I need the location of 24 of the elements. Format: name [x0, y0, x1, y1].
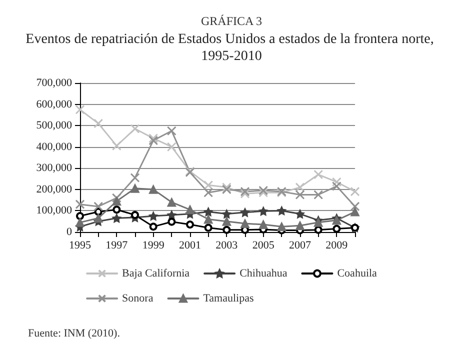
legend-label: Baja California	[122, 268, 190, 280]
y-tick-label: 200,000	[36, 183, 72, 196]
chart-title: GRÁFICA 3	[200, 14, 262, 28]
chart-subtitle: Eventos de repatriación de Estados Unidos a estados de la frontera norte, 1995-2010	[26, 32, 438, 64]
legend-label: Chihuahua	[240, 268, 288, 280]
x-tick-label: 2009	[326, 240, 348, 252]
x-tick-label: 2003	[216, 240, 238, 252]
x-tick-label: 1995	[69, 240, 92, 252]
legend-label: Tamaulipas	[203, 292, 254, 304]
x-tick-label: 1997	[106, 240, 128, 252]
y-tick-label: 0	[66, 226, 72, 238]
x-tick-label: 2007	[289, 240, 312, 252]
legend-label: Coahuila	[337, 268, 378, 280]
source-note: Fuente: INM (2010).	[28, 328, 120, 340]
x-tick-label: 2005	[252, 240, 275, 252]
y-tick-label: 600,000	[36, 98, 72, 110]
legend-label: Sonora	[122, 292, 154, 304]
y-tick-label: 100,000	[36, 204, 72, 217]
y-tick-label: 300,000	[36, 162, 72, 174]
y-tick-label: 500,000	[36, 120, 72, 132]
y-tick-label: 700,000	[36, 77, 72, 89]
y-tick-label: 400,000	[36, 140, 72, 153]
x-tick-label: 2001	[179, 240, 201, 252]
x-tick-label: 1999	[142, 240, 165, 252]
